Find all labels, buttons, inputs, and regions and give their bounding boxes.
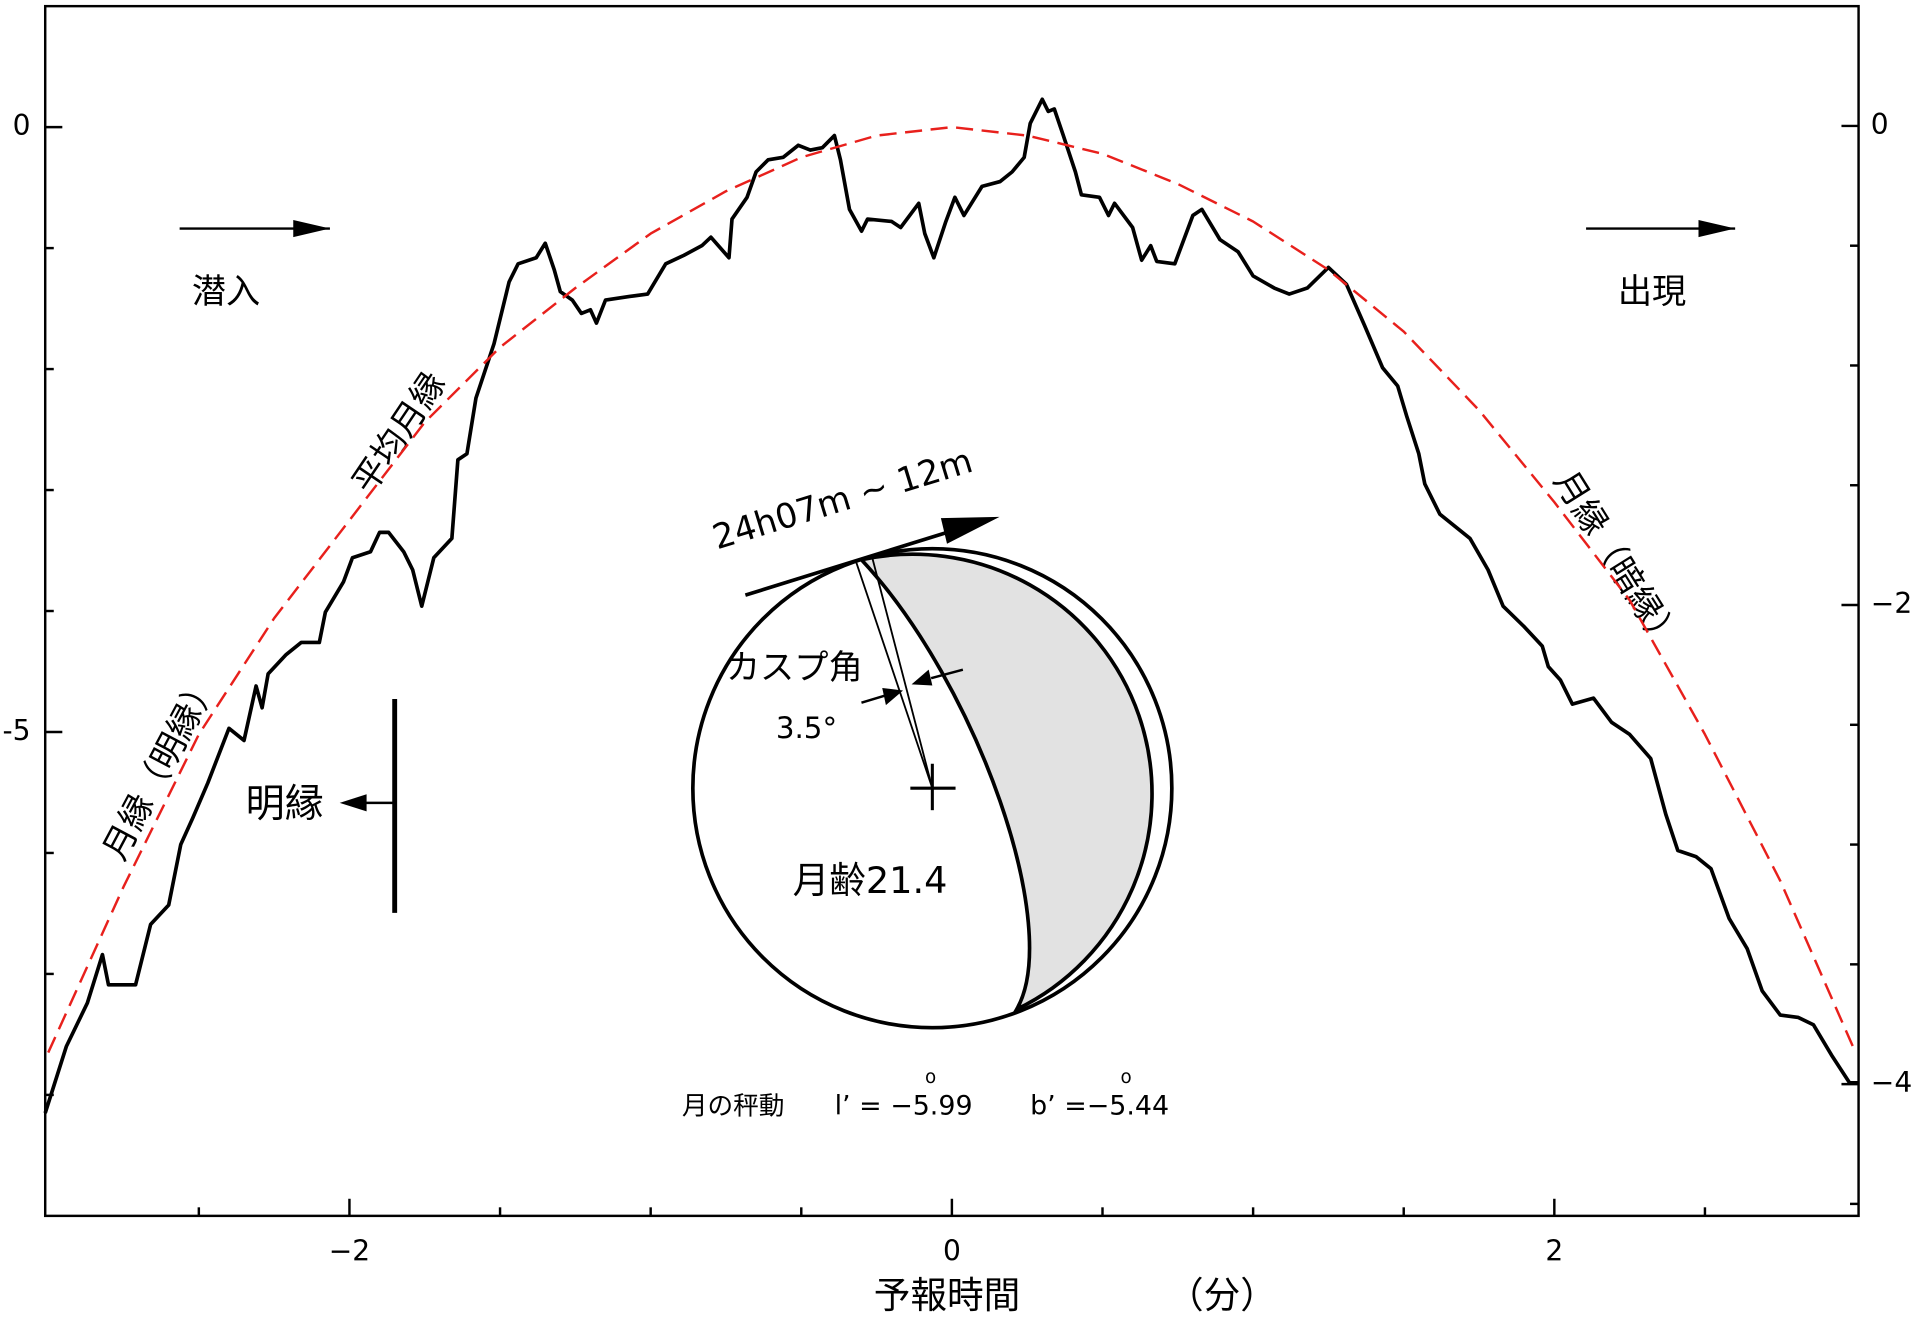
x-tick-label: 2 bbox=[1545, 1235, 1563, 1268]
cusp-line bbox=[871, 558, 934, 789]
limb-profile-line bbox=[43, 97, 1859, 1114]
cusp-arrow bbox=[861, 694, 887, 704]
cusp-line bbox=[854, 559, 934, 789]
x-tick-label: 0 bbox=[943, 1235, 961, 1268]
arrowhead bbox=[911, 669, 933, 686]
moon-shadow bbox=[857, 552, 1154, 1014]
x-axis-unit: （分） bbox=[1167, 1274, 1277, 1317]
mean-limb-line bbox=[47, 125, 1857, 1054]
mean-limb-label: 平均月縁 bbox=[345, 365, 455, 501]
libration-b: b’ =−5.44 bbox=[1030, 1091, 1169, 1122]
x-axis-label: 予報時間 bbox=[874, 1274, 1021, 1317]
y-tick-label: -5 bbox=[3, 714, 31, 747]
arrowhead bbox=[339, 794, 367, 812]
libration-label: 月の秤動 bbox=[682, 1092, 785, 1122]
emersion-label: 出現 bbox=[1618, 272, 1686, 312]
motion-arrow bbox=[744, 524, 966, 597]
cusp-angle-label: カスプ角 bbox=[726, 648, 863, 688]
y2-tick-label: −4 bbox=[1871, 1066, 1912, 1099]
arrowhead bbox=[882, 687, 904, 706]
y2-tick-label: −2 bbox=[1871, 587, 1912, 620]
bright-limb-curve-label: 月縁（明縁） bbox=[95, 667, 227, 867]
moon-age-label: 月齢21.4 bbox=[793, 859, 948, 902]
arrowhead bbox=[293, 219, 330, 238]
degree-mark: o bbox=[1121, 1067, 1132, 1088]
degree-mark: o bbox=[925, 1067, 936, 1088]
cusp-value-label: 3.5° bbox=[776, 711, 837, 745]
x-tick-label: −2 bbox=[329, 1235, 370, 1268]
y-tick-label: 0 bbox=[13, 109, 31, 142]
y2-tick-label: 0 bbox=[1871, 108, 1889, 141]
libration-l: l’ = −5.99 bbox=[835, 1091, 973, 1122]
immersion-label: 潜入 bbox=[192, 272, 260, 312]
arrowhead bbox=[940, 516, 1000, 544]
bright-limb-label: 明縁 bbox=[246, 782, 324, 827]
arrowhead bbox=[1698, 219, 1736, 238]
time-range-label: 24h07m ~ 12m bbox=[708, 441, 977, 558]
cusp-arrow bbox=[930, 668, 964, 680]
dark-limb-curve-label: 月縁（暗縁） bbox=[1545, 464, 1688, 659]
